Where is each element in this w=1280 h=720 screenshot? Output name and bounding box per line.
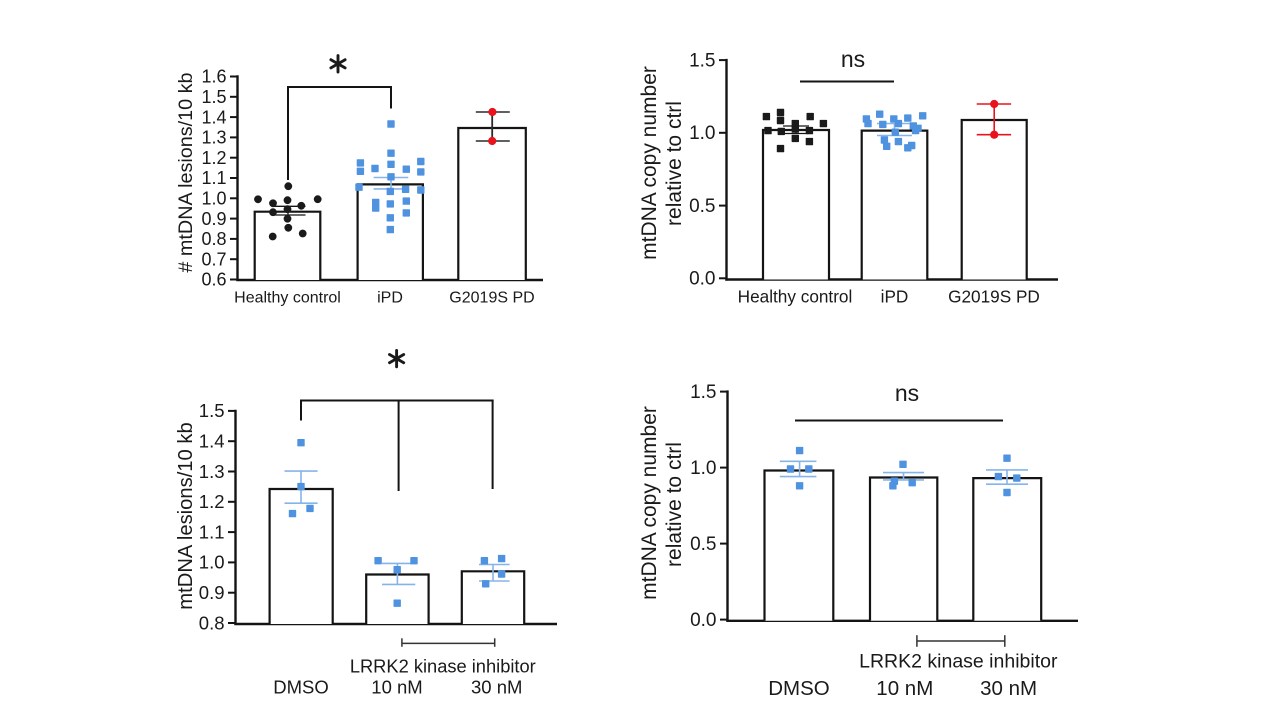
svg-text:0.9: 0.9 [201, 209, 226, 229]
svg-text:30 nM: 30 nM [980, 677, 1037, 700]
svg-text:Healthy control: Healthy control [234, 290, 341, 307]
svg-text:iPD: iPD [881, 287, 909, 307]
svg-text:DMSO: DMSO [768, 677, 830, 700]
svg-text:1.1: 1.1 [199, 521, 225, 542]
svg-text:ns: ns [841, 46, 865, 72]
svg-text:mtDNA copy number: mtDNA copy number [638, 66, 661, 260]
svg-text:1.3: 1.3 [201, 128, 226, 148]
svg-text:1.2: 1.2 [201, 148, 226, 168]
svg-text:0.5: 0.5 [690, 534, 716, 555]
svg-text:1.4: 1.4 [199, 431, 225, 452]
svg-text:Healthy control: Healthy control [738, 287, 853, 307]
svg-text:1.5: 1.5 [690, 382, 716, 403]
svg-text:1.0: 1.0 [690, 458, 716, 479]
svg-text:1.3: 1.3 [199, 461, 225, 482]
svg-text:mtDNA copy number: mtDNA copy number [638, 406, 661, 600]
svg-text:1.4: 1.4 [201, 107, 226, 127]
svg-text:1.6: 1.6 [201, 67, 226, 87]
svg-text:1.5: 1.5 [689, 51, 715, 72]
svg-text:0.8: 0.8 [199, 612, 225, 633]
svg-text:30 nM: 30 nM [471, 677, 522, 698]
svg-text:iPD: iPD [377, 290, 403, 307]
svg-text:0.5: 0.5 [689, 196, 715, 217]
svg-text:1.5: 1.5 [199, 400, 225, 421]
svg-text:10 nM: 10 nM [876, 677, 933, 700]
svg-text:1.0: 1.0 [199, 552, 225, 573]
svg-text:0.7: 0.7 [201, 249, 226, 269]
svg-text:0.9: 0.9 [199, 582, 225, 603]
svg-text:10 nM: 10 nM [371, 677, 422, 698]
svg-text:1.5: 1.5 [201, 87, 226, 107]
svg-text:1.0: 1.0 [689, 123, 715, 144]
svg-text:1.0: 1.0 [201, 189, 226, 209]
svg-text:mtDNA lesions/10 kb: mtDNA lesions/10 kb [175, 422, 197, 609]
svg-text:LRRK2 kinase inhibitor: LRRK2 kinase inhibitor [859, 651, 1058, 673]
svg-text:ns: ns [895, 380, 919, 406]
svg-text:0.6: 0.6 [201, 270, 226, 290]
svg-text:relative to ctrl: relative to ctrl [663, 101, 686, 226]
svg-text:DMSO: DMSO [273, 677, 329, 698]
svg-text:LRRK2 kinase inhibitor: LRRK2 kinase inhibitor [350, 656, 536, 677]
svg-text:# mtDNA lesions/10 kb: # mtDNA lesions/10 kb [175, 72, 197, 272]
svg-text:G2019S PD: G2019S PD [948, 287, 1040, 307]
svg-text:1.1: 1.1 [201, 168, 226, 188]
svg-text:G2019S PD: G2019S PD [449, 290, 534, 307]
svg-text:0.0: 0.0 [689, 269, 715, 290]
svg-text:1.2: 1.2 [199, 491, 225, 512]
svg-text:relative to ctrl: relative to ctrl [663, 442, 686, 567]
svg-text:0.0: 0.0 [690, 610, 716, 631]
svg-text:0.8: 0.8 [201, 229, 226, 249]
